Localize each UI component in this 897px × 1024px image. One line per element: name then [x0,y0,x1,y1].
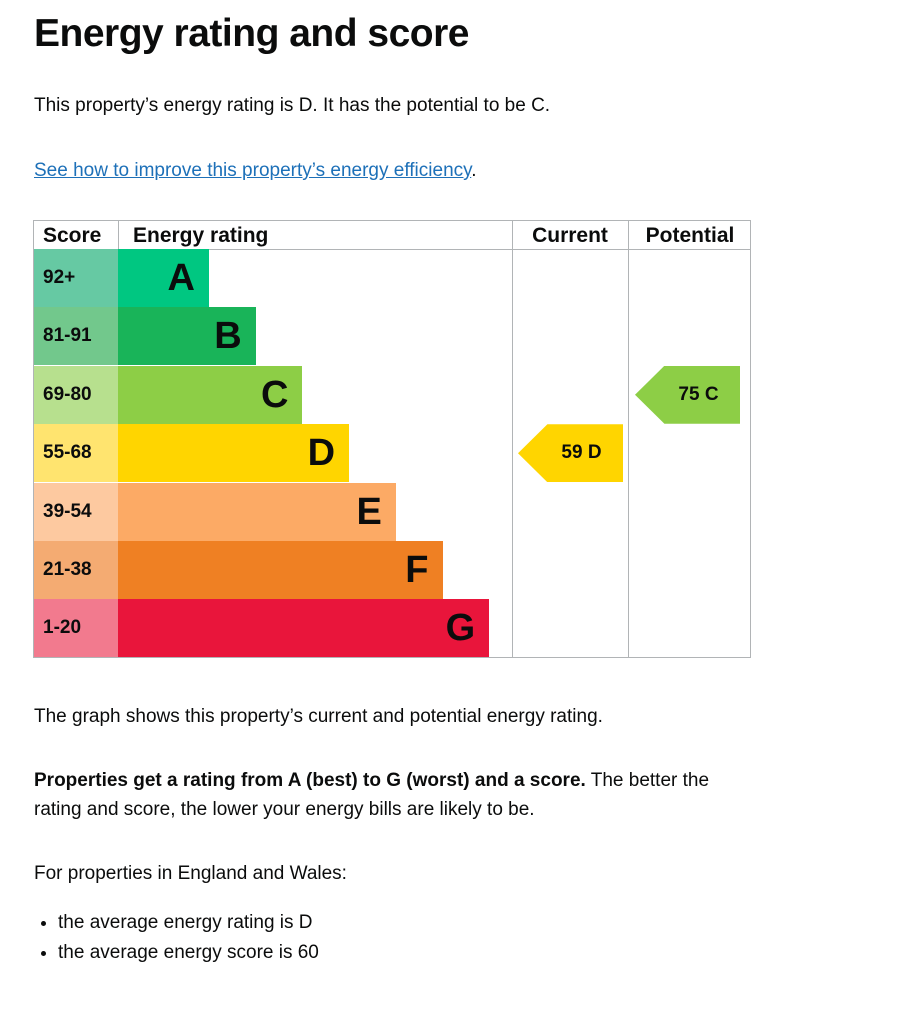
ratings-explanation: Properties get a rating from A (best) to… [34,766,754,824]
improve-paragraph: See how to improve this property’s energ… [34,156,477,185]
band-score: 69-80 [34,365,118,424]
link-suffix: . [471,160,477,181]
band-score: 81-91 [34,307,118,366]
band-bar: F [118,541,443,599]
band-score: 1-20 [34,599,118,658]
header-divider [34,249,750,250]
band-score: 55-68 [34,424,118,483]
band-score: 92+ [34,249,118,307]
header-potential: Potential [645,224,735,247]
list-item: the average energy rating is D [58,908,319,938]
improve-link[interactable]: See how to improve this property’s energ… [34,160,472,181]
page-title: Energy rating and score [34,12,469,55]
energy-rating-chart: Score Energy rating Current Potential 92… [33,220,751,658]
list-item: the average energy score is 60 [58,938,319,968]
header-current: Current [532,224,608,247]
band-bar: D [118,424,350,483]
band-bar: C [118,365,303,424]
band-bar: E [118,482,396,541]
header-score: Score [43,224,102,247]
column-divider [118,221,119,250]
intro-text: This property’s energy rating is D. It h… [34,95,551,116]
column-divider [512,221,513,657]
current-rating-arrow: 59 D [518,424,623,483]
averages-list: the average energy rating is D the avera… [34,908,319,968]
ratings-bold: Properties get a rating from A (best) to… [34,770,586,791]
band-bar: G [118,599,490,658]
ratings-rest: The better the rating and score, the low… [34,770,710,820]
potential-rating-arrow: 75 C [635,365,740,424]
band-score: 21-38 [34,541,118,599]
column-divider [628,221,629,657]
band-bar: B [118,307,256,366]
band-score: 39-54 [34,482,118,541]
graph-note: The graph shows this property’s current … [34,706,603,727]
region-intro: For properties in England and Wales: [34,863,347,884]
header-energy-rating: Energy rating [133,224,269,247]
band-bar: A [118,249,209,307]
